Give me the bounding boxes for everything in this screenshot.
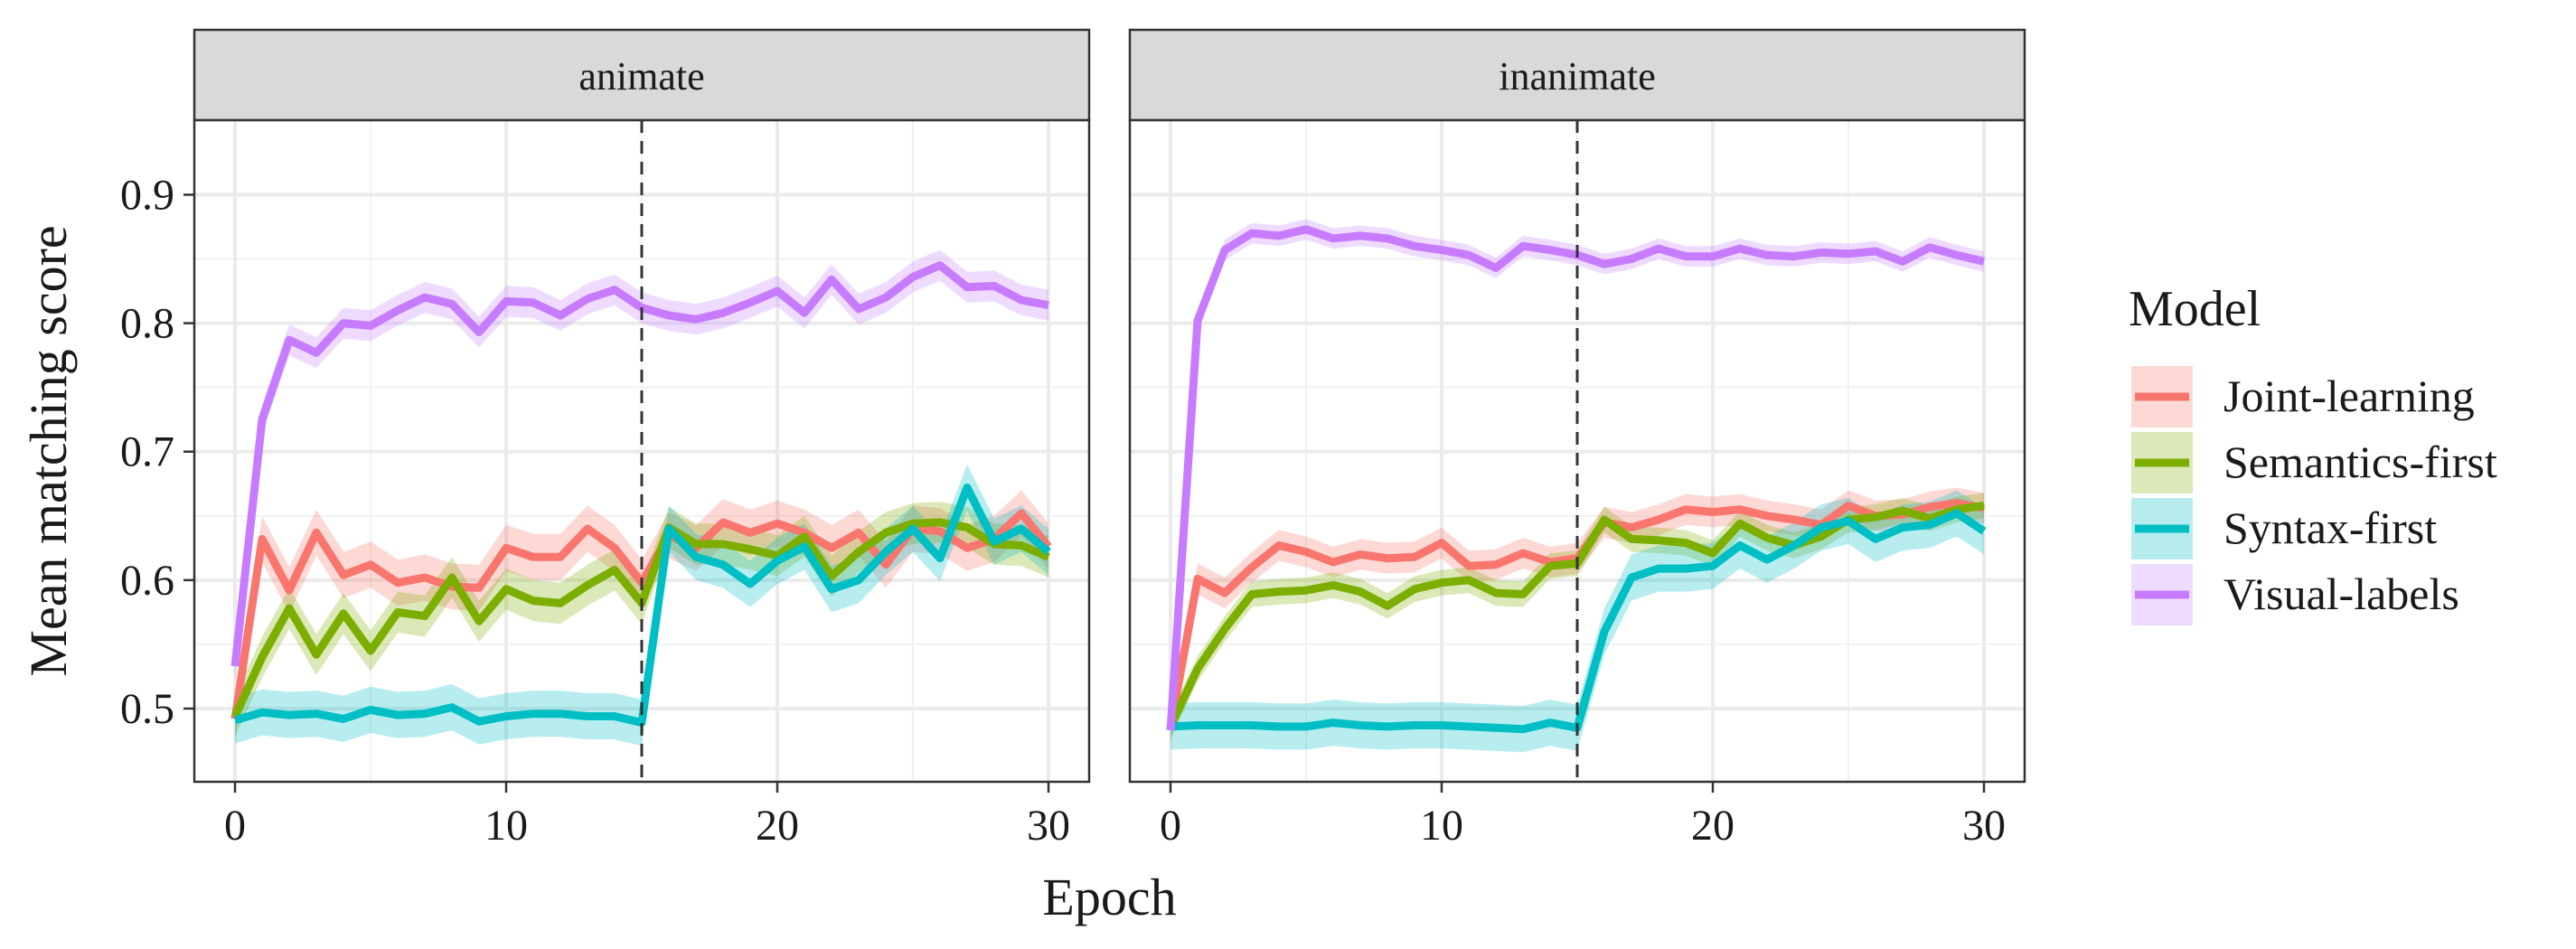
x-tick-label: 10 [484, 802, 528, 850]
facet-strip-inanimate [1128, 28, 2026, 122]
ribbon-visual-labels [1170, 219, 1984, 741]
x-axis: 0 10 20 30 [1160, 782, 2006, 850]
x-tick-label: 30 [1962, 802, 2006, 850]
series-line-syntax-first [233, 484, 1051, 728]
legend-key-semantics-first [2131, 432, 2193, 493]
legend-title: Model [2129, 281, 2261, 337]
y-tick-label: 0.8 [120, 300, 174, 348]
ribbon-joint-learning [235, 490, 1048, 742]
y-axis-title: Mean matching score [19, 225, 78, 676]
x-tick-label: 30 [1027, 802, 1070, 850]
legend-key-syntax-first [2131, 498, 2193, 559]
legend: Model Joint-learning Semantics-first Synta… [2129, 281, 2497, 625]
x-tick-label: 0 [224, 802, 246, 850]
facet-strip-animate [193, 28, 1091, 122]
panel-inanimate: inanimate 0 10 20 30 [1128, 28, 2026, 850]
panels-layer: animate 0 10 20 30 0.5 0.6 0.7 0.8 0.9 inanimate 0 1… [120, 28, 2026, 850]
x-tick-label: 0 [1160, 802, 1181, 850]
ribbon-joint-learning [1170, 487, 1984, 744]
y-tick-label: 0.6 [120, 557, 174, 605]
legend-key-joint-learning [2131, 366, 2193, 428]
legend-label-syntax-first: Syntax-first [2223, 503, 2437, 553]
panel-animate: animate 0 10 20 30 0.5 0.6 0.7 0.8 0.9 [120, 28, 1091, 850]
x-tick-label: 10 [1420, 802, 1463, 850]
legend-items: Joint-learning Semantics-first Syntax-firs… [2131, 366, 2497, 625]
facet-label-inanimate: inanimate [1499, 54, 1656, 99]
y-tick-label: 0.9 [120, 171, 174, 219]
x-tick-label: 20 [756, 802, 799, 850]
ribbon-visual-labels [235, 249, 1048, 682]
legend-label-visual-labels: Visual-labels [2223, 568, 2459, 619]
legend-key-visual-labels [2131, 564, 2193, 625]
y-tick-label: 0.5 [120, 685, 174, 733]
x-tick-label: 20 [1691, 802, 1735, 850]
facet-label-animate: animate [578, 54, 704, 99]
x-axis: 0 10 20 30 [224, 782, 1070, 850]
x-axis-title: Epoch [1042, 868, 1176, 926]
y-tick-label: 0.7 [120, 428, 174, 476]
panel-border [1128, 118, 2026, 784]
legend-label-semantics-first: Semantics-first [2223, 437, 2497, 487]
y-axis: 0.5 0.6 0.7 0.8 0.9 [120, 171, 194, 733]
legend-label-joint-learning: Joint-learning [2223, 371, 2475, 421]
